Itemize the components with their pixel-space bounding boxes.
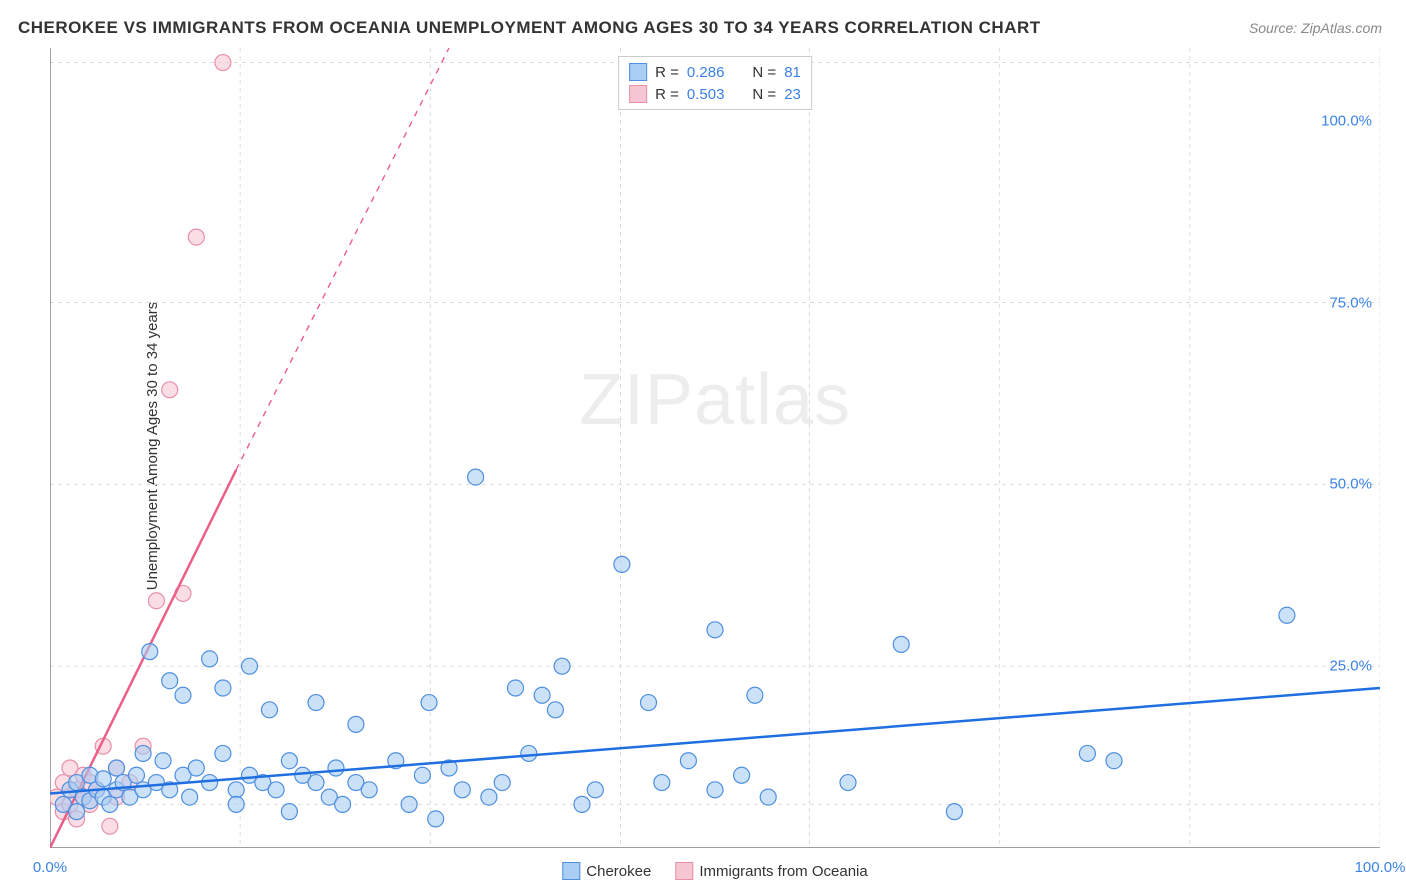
ytick-label: 75.0% [1329,294,1372,311]
swatch-cherokee-2 [562,862,580,880]
series-item-cherokee: Cherokee [562,862,651,880]
chart-title: CHEROKEE VS IMMIGRANTS FROM OCEANIA UNEM… [18,18,1041,38]
ytick-label: 25.0% [1329,658,1372,675]
swatch-oceania [629,85,647,103]
r-value-oceania: 0.503 [687,86,725,103]
r-value-cherokee: 0.286 [687,64,725,81]
xtick-label: 0.0% [33,859,67,876]
swatch-cherokee [629,63,647,81]
stats-row-oceania: R = 0.503 N = 23 [629,83,801,105]
n-value-cherokee: 81 [784,64,801,81]
r-label: R = [655,64,679,81]
ytick-label: 50.0% [1329,476,1372,493]
r-label: R = [655,86,679,103]
scatter-plot-svg [50,48,1380,848]
stats-row-cherokee: R = 0.286 N = 81 [629,61,801,83]
ytick-label: 100.0% [1321,112,1372,129]
stats-legend: R = 0.286 N = 81 R = 0.503 N = 23 [618,56,812,110]
series-item-oceania: Immigrants from Oceania [675,862,867,880]
n-value-oceania: 23 [784,86,801,103]
xtick-label: 100.0% [1355,859,1406,876]
chart-area: ZIPatlas R = 0.286 N = 81 R = 0.503 N = … [50,48,1380,848]
chart-source: Source: ZipAtlas.com [1249,20,1382,36]
series-legend: Cherokee Immigrants from Oceania [562,862,867,880]
n-label: N = [752,64,776,81]
n-label: N = [752,86,776,103]
swatch-oceania-2 [675,862,693,880]
series-label-oceania: Immigrants from Oceania [699,863,867,880]
series-label-cherokee: Cherokee [586,863,651,880]
